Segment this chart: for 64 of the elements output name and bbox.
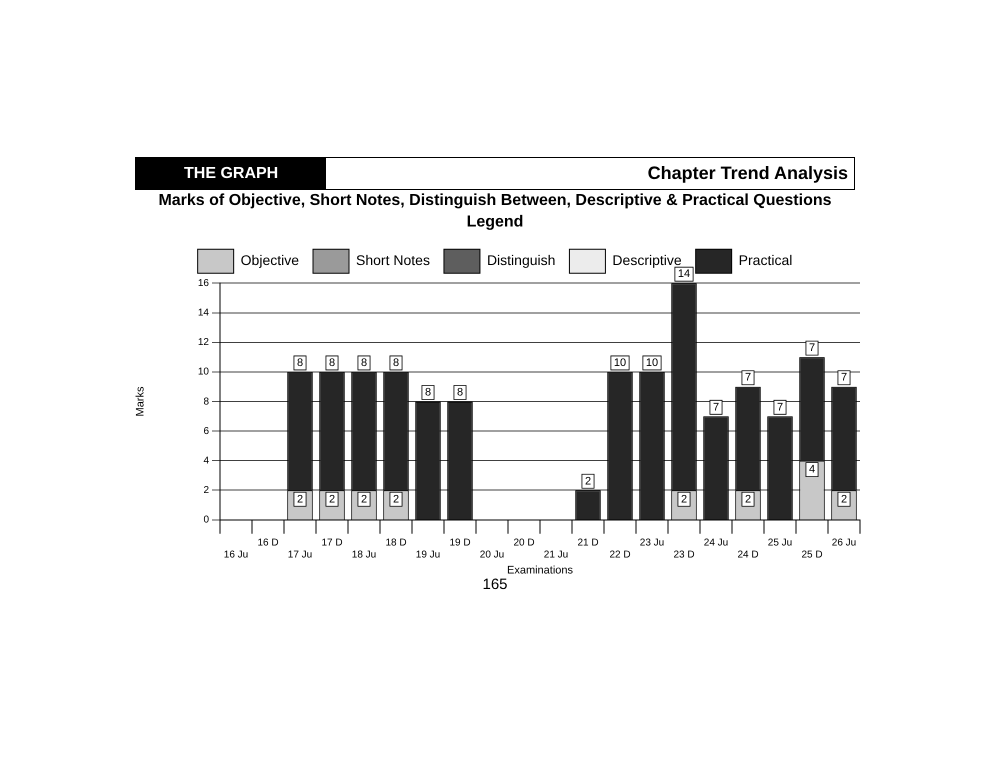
data-label: 10 bbox=[646, 356, 658, 369]
y-tick-label: 8 bbox=[203, 396, 210, 408]
data-label: 7 bbox=[808, 342, 816, 354]
text: Chapter Trend Analysis bbox=[646, 162, 849, 185]
data-label: 2 bbox=[296, 493, 304, 506]
x-tick-label: 24 Ju bbox=[704, 538, 728, 549]
x-tick-label: 22 D bbox=[609, 550, 631, 561]
x-tick-label: 25 D bbox=[801, 550, 823, 561]
x-tick-label: 17 D bbox=[321, 538, 343, 549]
y-axis-title: Marks bbox=[134, 386, 147, 416]
legend-label: Short Notes bbox=[356, 252, 430, 268]
legend-label: Objective bbox=[240, 252, 300, 268]
data-label: 2 bbox=[360, 493, 368, 506]
data-label: 8 bbox=[328, 356, 336, 369]
data-label: 7 bbox=[840, 372, 848, 384]
data-label: 7 bbox=[776, 401, 784, 414]
x-axis-title: Examinations bbox=[506, 564, 574, 576]
x-tick-label: 16 D bbox=[257, 538, 279, 549]
x-tick-label: 16 Ju bbox=[224, 550, 248, 561]
y-tick-label: 4 bbox=[203, 455, 210, 466]
x-tick-label: 17 Ju bbox=[288, 550, 312, 561]
data-label: 2 bbox=[744, 493, 752, 506]
data-label: 4 bbox=[808, 464, 816, 476]
data-label: 2 bbox=[328, 493, 336, 506]
data-label: 2 bbox=[840, 493, 848, 506]
data-label: 8 bbox=[296, 356, 304, 369]
data-label: 7 bbox=[712, 401, 720, 414]
x-tick-label: 18 Ju bbox=[352, 550, 376, 561]
data-label: 14 bbox=[678, 268, 690, 280]
x-tick-label: 24 D bbox=[737, 550, 759, 561]
x-tick-label: 21 Ju bbox=[544, 550, 568, 561]
x-tick-label: 19 Ju bbox=[416, 550, 440, 561]
x-tick-label: 23 D bbox=[673, 550, 695, 561]
y-tick-label: 0 bbox=[203, 514, 210, 526]
y-tick-label: 12 bbox=[198, 337, 210, 348]
x-tick-label: 26 Ju bbox=[832, 538, 856, 549]
data-label: 8 bbox=[360, 356, 368, 369]
chart-title: Marks of Objective, Short Notes, Distinguish Between, Descriptive & Practical Questions bbox=[157, 192, 833, 210]
x-tick-label: 20 D bbox=[513, 538, 535, 549]
x-tick-label: 21 D bbox=[577, 538, 599, 549]
data-label: 8 bbox=[456, 386, 464, 399]
x-tick-label: 23 Ju bbox=[640, 538, 664, 549]
x-tick-label: 19 D bbox=[449, 538, 471, 549]
legend-label: Distinguish bbox=[486, 252, 556, 268]
legend-label: Practical bbox=[738, 252, 792, 268]
y-tick-label: 16 bbox=[198, 278, 210, 289]
legend-title: Legend bbox=[466, 213, 524, 230]
data-label: 8 bbox=[392, 356, 400, 369]
y-tick-label: 6 bbox=[203, 426, 210, 437]
data-label: 2 bbox=[680, 493, 688, 506]
data-label: 10 bbox=[614, 356, 626, 369]
data-label: 8 bbox=[424, 386, 432, 399]
y-tick-label: 10 bbox=[198, 366, 210, 378]
text: THE GRAPH bbox=[136, 158, 326, 189]
x-tick-label: 20 Ju bbox=[480, 550, 504, 561]
legend-label: Descriptive bbox=[612, 252, 682, 268]
data-label: 2 bbox=[584, 475, 592, 488]
x-tick-label: 18 D bbox=[385, 538, 407, 549]
text: 165 bbox=[481, 576, 509, 593]
data-label: 7 bbox=[744, 372, 752, 384]
data-label: 2 bbox=[392, 493, 400, 506]
y-tick-label: 2 bbox=[203, 484, 210, 496]
x-tick-label: 25 Ju bbox=[768, 538, 792, 549]
y-tick-label: 14 bbox=[198, 308, 210, 319]
